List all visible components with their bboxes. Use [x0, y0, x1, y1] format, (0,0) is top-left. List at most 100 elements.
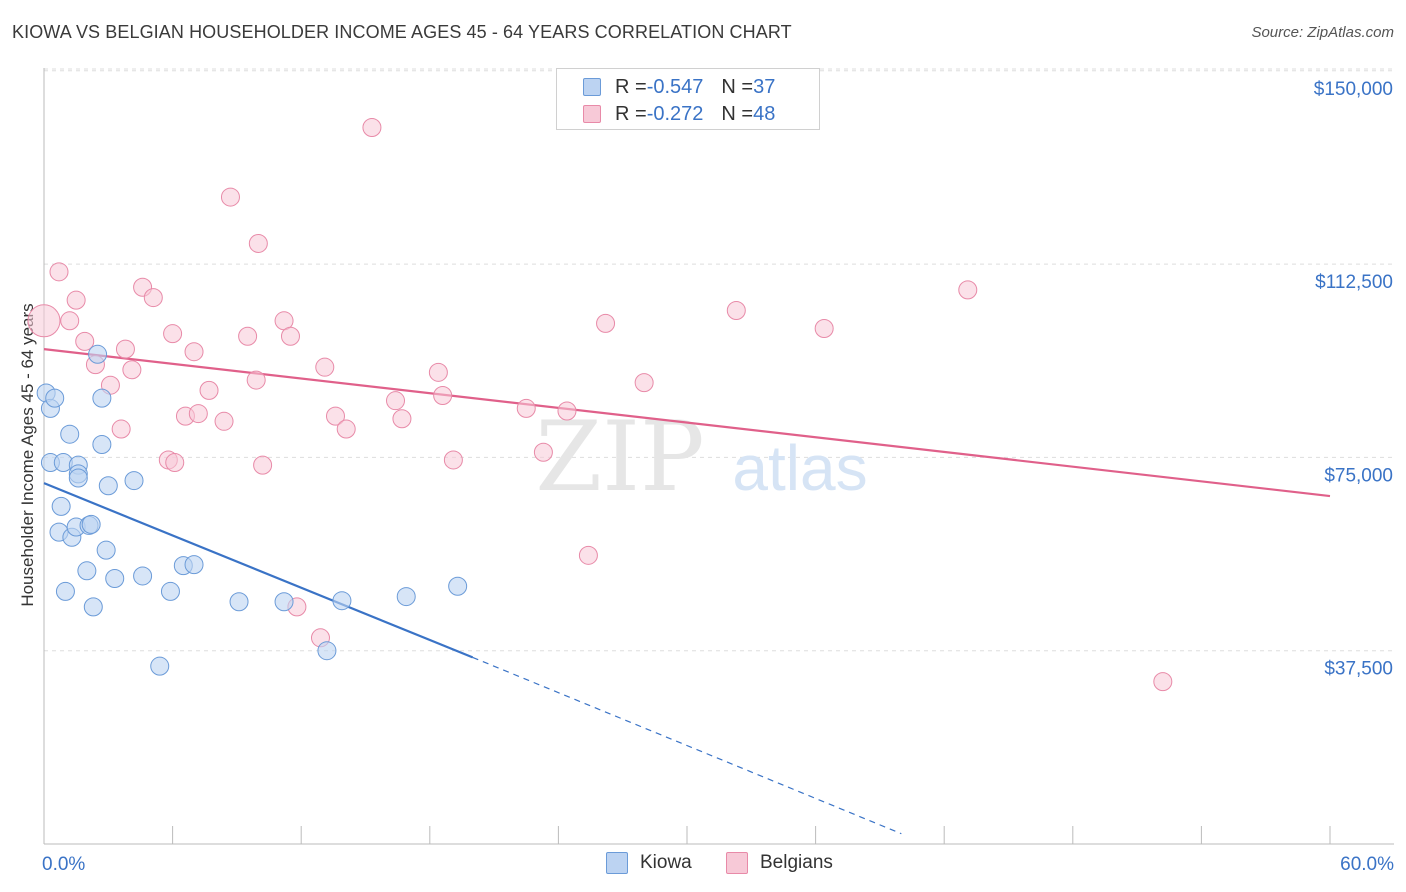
legend-r-value: -0.272: [646, 102, 704, 125]
y-tick-label: $37,500: [1324, 659, 1393, 680]
legend-row-belgians: R = -0.272 N = 48: [583, 102, 775, 126]
kiowa-point: [150, 656, 170, 676]
kiowa-point: [77, 561, 97, 581]
kiowa-point: [332, 591, 352, 611]
belgians-point: [814, 319, 834, 339]
belgians-point: [315, 357, 335, 377]
source-label: Source: ZipAtlas.com: [1251, 24, 1394, 41]
legend-item-belgians: Belgians: [726, 852, 833, 874]
belgians-points: [27, 117, 1173, 692]
tick-labels: $37,500 $75,000 $112,500 $150,000 0.0% 60.0%: [42, 79, 1394, 875]
kiowa-point: [81, 514, 101, 534]
belgians-point: [958, 280, 978, 300]
x-tick-label: 60.0%: [1340, 854, 1394, 875]
legend-r-label: R =: [615, 102, 647, 125]
kiowa-point: [160, 581, 180, 601]
belgians-point: [220, 187, 240, 207]
belgians-point: [634, 373, 654, 393]
belgians-point: [184, 342, 204, 362]
kiowa-point: [92, 388, 112, 408]
belgians-point: [428, 362, 448, 382]
belgians-point: [188, 404, 208, 424]
legend-label-kiowa: Kiowa: [640, 852, 692, 873]
kiowa-trend-extension: [472, 656, 902, 835]
belgians-point: [516, 398, 536, 418]
kiowa-point: [274, 592, 294, 612]
kiowa-point: [55, 581, 75, 601]
belgians-point: [596, 313, 616, 333]
belgians-point: [253, 455, 273, 475]
belgians-point: [165, 453, 185, 473]
grid-lines: [44, 68, 1394, 652]
belgians-point: [214, 411, 234, 431]
kiowa-point: [105, 569, 125, 589]
y-tick-label: $112,500: [1315, 272, 1393, 293]
kiowa-point: [96, 540, 116, 560]
belgians-point: [122, 360, 142, 380]
legend-r-label: R =: [615, 75, 647, 98]
belgians-point: [143, 288, 163, 308]
kiowa-point: [124, 471, 144, 491]
kiowa-point: [88, 344, 108, 364]
belgians-swatch: [726, 852, 748, 874]
belgians-point: [27, 304, 61, 338]
belgians-point: [726, 300, 746, 320]
kiowa-trend-line: [43, 482, 474, 659]
belgians-point: [75, 331, 95, 351]
kiowa-point: [448, 576, 468, 596]
legend-n-value: 48: [753, 102, 776, 125]
belgians-point: [238, 326, 258, 346]
y-tick-label: $75,000: [1324, 465, 1393, 486]
legend-item-kiowa: Kiowa: [606, 852, 692, 874]
kiowa-point: [45, 388, 65, 408]
belgians-point: [246, 370, 266, 390]
belgians-point: [1153, 672, 1173, 692]
belgians-point: [66, 290, 86, 310]
legend-n-label: N =: [721, 75, 754, 98]
legend-n-label: N =: [721, 102, 754, 125]
kiowa-points: [36, 344, 468, 676]
legend-r-value: -0.547: [646, 75, 704, 98]
x-tick-label: 0.0%: [42, 854, 85, 875]
belgians-point: [280, 326, 300, 346]
kiowa-point: [229, 592, 249, 612]
belgians-point: [199, 380, 219, 400]
kiowa-swatch: [606, 852, 628, 874]
kiowa-point: [51, 496, 71, 516]
belgians-swatch: [583, 105, 601, 123]
belgians-point: [163, 324, 183, 344]
legend-n-value: 37: [753, 75, 776, 98]
axes: [43, 68, 1394, 845]
legend-label-belgians: Belgians: [760, 852, 833, 873]
belgians-point: [386, 391, 406, 411]
kiowa-point: [98, 476, 118, 496]
stats-legend: R = -0.547 N = 37 R = -0.272 N = 48: [556, 68, 820, 130]
belgians-point: [115, 339, 135, 359]
chart-title: KIOWA VS BELGIAN HOUSEHOLDER INCOME AGES…: [12, 22, 792, 42]
belgians-point: [111, 419, 131, 439]
kiowa-point: [83, 597, 103, 617]
kiowa-point: [68, 468, 88, 488]
belgians-point: [433, 386, 453, 406]
belgians-point: [392, 409, 412, 429]
kiowa-point: [133, 566, 153, 586]
belgians-point: [443, 450, 463, 470]
belgians-point: [325, 406, 345, 426]
belgians-point: [60, 311, 80, 331]
kiowa-point: [184, 555, 204, 575]
belgians-point: [336, 419, 356, 439]
belgians-point: [362, 117, 382, 137]
watermark-atlas: atlas: [732, 432, 867, 504]
kiowa-point: [396, 587, 416, 607]
kiowa-swatch: [583, 78, 601, 96]
belgians-point: [248, 233, 268, 253]
belgians-point: [578, 545, 598, 565]
belgians-point: [49, 262, 69, 282]
belgians-point: [533, 442, 553, 462]
kiowa-point: [317, 641, 337, 661]
watermark: ZIP atlas: [535, 401, 867, 513]
kiowa-point: [92, 435, 112, 454]
series-legend: Kiowa Belgians: [0, 852, 1406, 878]
kiowa-point: [60, 424, 80, 444]
